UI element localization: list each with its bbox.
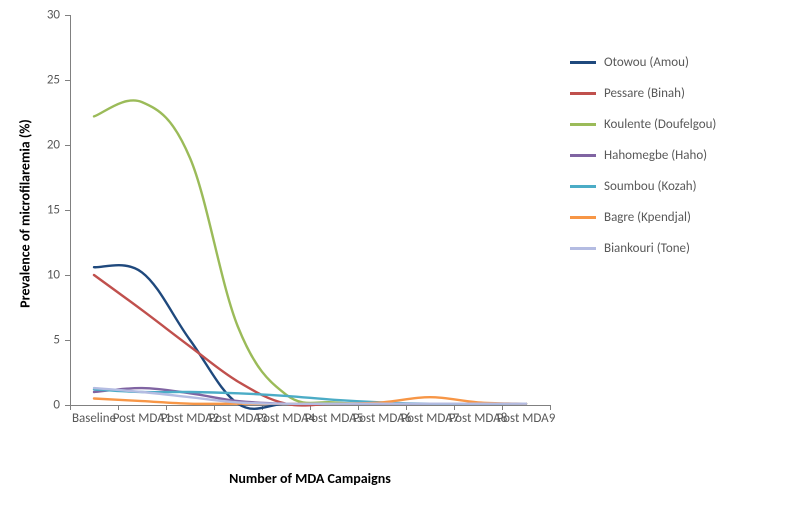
series-line — [94, 275, 526, 405]
legend-item: Soumbou (Kozah) — [570, 179, 716, 194]
legend-item: Pessare (Binah) — [570, 86, 716, 101]
legend-item: Bagre (Kpendjal) — [570, 210, 716, 225]
legend: Otowou (Amou) Pessare (Binah) Koulente (Do… — [570, 55, 716, 272]
legend-label: Koulente (Doufelgou) — [604, 117, 716, 132]
legend-label: Otowou (Amou) — [604, 55, 689, 70]
legend-item: Biankouri (Tone) — [570, 241, 716, 256]
chart-container: Prevalence of microfilaremia (%) 0510152… — [0, 0, 787, 522]
x-axis-title: Number of MDA Campaigns — [70, 470, 550, 487]
legend-swatch — [570, 216, 596, 219]
legend-swatch — [570, 92, 596, 95]
legend-item: Koulente (Doufelgou) — [570, 117, 716, 132]
legend-swatch — [570, 123, 596, 126]
legend-swatch — [570, 61, 596, 64]
legend-swatch — [570, 185, 596, 188]
series-line — [94, 265, 526, 409]
legend-label: Pessare (Binah) — [604, 86, 685, 101]
series-line — [94, 100, 526, 403]
legend-swatch — [570, 247, 596, 250]
legend-label: Biankouri (Tone) — [604, 241, 690, 256]
legend-item: Hahomegbe (Haho) — [570, 148, 716, 163]
legend-item: Otowou (Amou) — [570, 55, 716, 70]
legend-label: Bagre (Kpendjal) — [604, 210, 691, 225]
legend-label: Soumbou (Kozah) — [604, 179, 697, 194]
legend-swatch — [570, 154, 596, 157]
legend-label: Hahomegbe (Haho) — [604, 148, 707, 163]
